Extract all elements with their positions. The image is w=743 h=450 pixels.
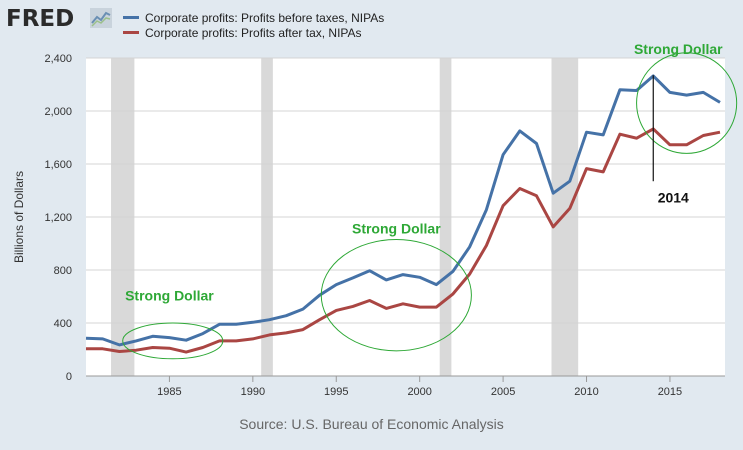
x-tick-label: 1995 — [324, 386, 348, 398]
y-tick-label: 2,400 — [44, 53, 72, 65]
legend-swatch-before-tax — [123, 16, 139, 19]
y-tick-label: 800 — [54, 265, 72, 277]
y-axis-label: Billions of Dollars — [12, 171, 26, 263]
y-tick-label: 1,600 — [44, 159, 72, 171]
annotation-strong-dollar: Strong Dollar — [634, 41, 723, 57]
x-tick-label: 1985 — [157, 386, 181, 398]
line-chart: 0 400 800 1,200 1,600 2,000 2,400 1985 1990 1995 2… — [12, 41, 738, 398]
annotation-year-label: 2014 — [658, 189, 689, 205]
y-tick-label: 0 — [66, 371, 72, 383]
legend-item-before-tax[interactable]: Corporate profits: Profits before taxes,… — [123, 10, 384, 25]
legend-item-after-tax[interactable]: Corporate profits: Profits after tax, NI… — [123, 25, 384, 40]
strong-dollar-ellipse — [122, 322, 224, 360]
legend-label-after-tax: Corporate profits: Profits after tax, NI… — [145, 25, 362, 40]
y-tick-label: 1,200 — [44, 212, 72, 224]
chart-header: FRED Corporate profits: Profits before t… — [0, 0, 743, 50]
x-tick-label: 2000 — [407, 386, 431, 398]
x-tick-label: 1990 — [241, 386, 265, 398]
y-tick-label: 2,000 — [44, 106, 72, 118]
series-line-before-tax — [85, 74, 721, 347]
strong-dollar-ellipse — [636, 52, 738, 154]
x-tick-label: 2010 — [574, 386, 598, 398]
series-line-after-tax — [86, 127, 721, 354]
x-tick-label: 2015 — [658, 386, 682, 398]
source-note: Source: U.S. Bureau of Economic Analysis — [239, 416, 504, 432]
annotation-strong-dollar: Strong Dollar — [125, 287, 214, 303]
y-tick-label: 400 — [54, 318, 72, 330]
strong-dollar-ellipse — [320, 239, 472, 352]
x-tick-label: 2005 — [491, 386, 515, 398]
trend-chart-icon — [90, 8, 112, 28]
legend-label-before-tax: Corporate profits: Profits before taxes,… — [145, 10, 385, 25]
chart-legend: Corporate profits: Profits before taxes,… — [123, 10, 384, 40]
fred-logo[interactable]: FRED — [6, 6, 75, 32]
legend-swatch-after-tax — [123, 31, 139, 34]
annotation-strong-dollar: Strong Dollar — [352, 221, 441, 237]
